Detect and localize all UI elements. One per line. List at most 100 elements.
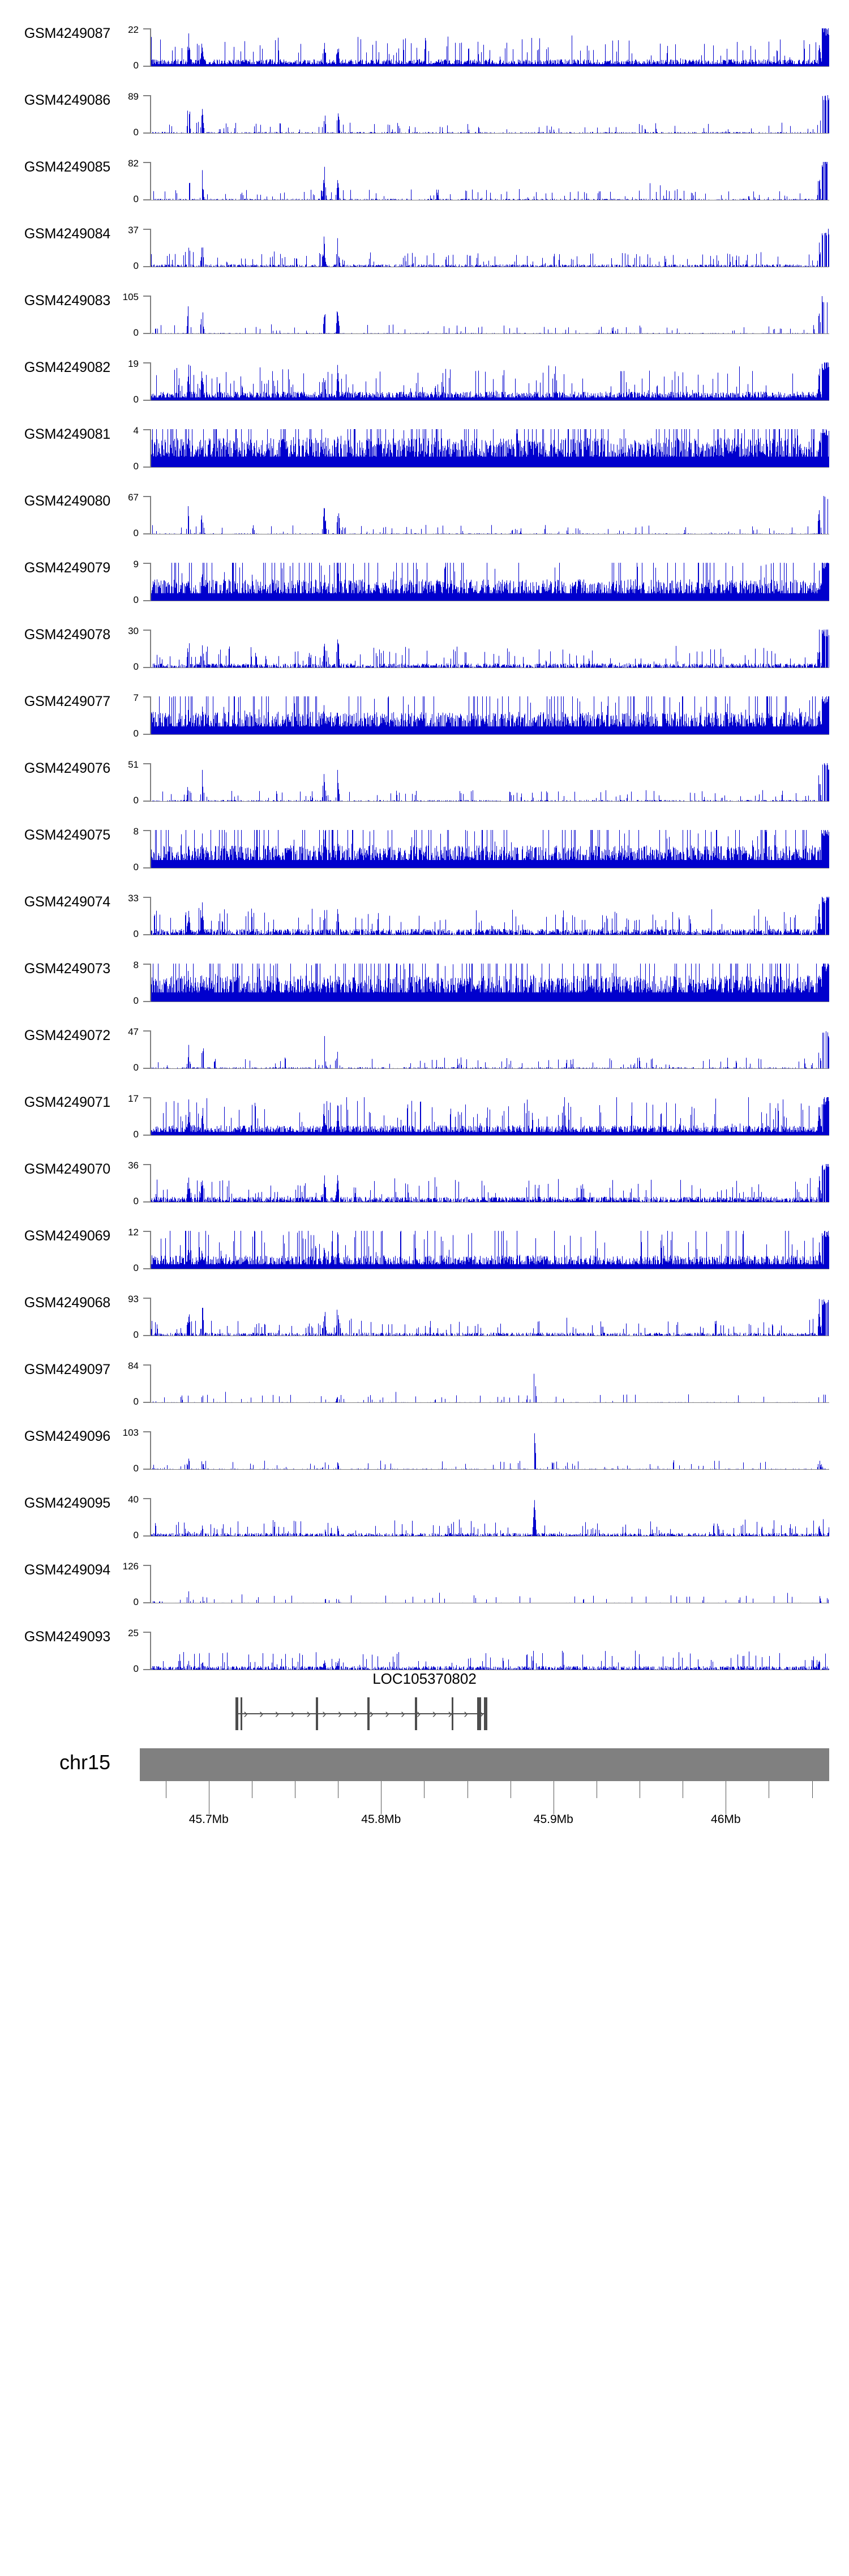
coverage-track: GSM4249087 22 0	[0, 0, 849, 70]
coverage-histogram	[151, 1364, 829, 1403]
plot-baseline	[151, 333, 829, 334]
y-axis-min-label: 0	[133, 127, 139, 138]
coverage-track: GSM4249086 89 0	[0, 67, 849, 138]
track-label-GSM4249073: GSM4249073	[24, 960, 110, 977]
track-y-axis: 36 0	[116, 1136, 151, 1206]
coverage-plot-area[interactable]	[151, 1069, 849, 1136]
coverage-plot-area[interactable]	[151, 1002, 849, 1069]
y-axis-tick-bottom	[143, 600, 151, 601]
coverage-track: GSM4249084 37 0	[0, 200, 849, 271]
coverage-plot-area[interactable]	[151, 67, 849, 134]
gene-exon[interactable]	[240, 1697, 243, 1730]
y-axis-line	[150, 28, 151, 67]
coverage-track: GSM4249085 82 0	[0, 134, 849, 204]
coverage-plot-area[interactable]	[151, 1470, 849, 1537]
coverage-plot-area[interactable]	[151, 735, 849, 802]
plot-baseline	[151, 1469, 829, 1470]
coverage-plot-area[interactable]	[151, 0, 849, 67]
y-axis-max-label: 8	[133, 960, 139, 970]
coverage-histogram	[151, 1030, 829, 1069]
coverage-histogram	[151, 1498, 829, 1537]
y-axis-tick-top	[143, 1231, 151, 1232]
axis-tick-label: 45.7Mb	[188, 1813, 229, 1826]
y-axis-tick-bottom	[143, 734, 151, 735]
y-axis-min-label: 0	[133, 995, 139, 1006]
y-axis-line	[150, 897, 151, 935]
gene-exon[interactable]	[477, 1697, 481, 1730]
y-axis-line	[150, 1097, 151, 1136]
coverage-plot-area[interactable]	[151, 534, 849, 601]
coverage-plot-area[interactable]	[151, 601, 849, 668]
gene-exon[interactable]	[315, 1697, 319, 1730]
plot-baseline	[151, 667, 829, 668]
gene-model[interactable]: › › › › › › › › › › › › › › › ›	[140, 1697, 829, 1730]
track-y-axis: 17 0	[116, 1069, 151, 1139]
gene-exon[interactable]	[367, 1697, 370, 1730]
chromosome-ideogram-bar[interactable]	[140, 1748, 829, 1781]
axis-minor-tick	[812, 1781, 813, 1798]
y-axis-tick-top	[143, 964, 151, 965]
y-axis-tick-bottom	[143, 400, 151, 401]
y-axis-max-label: 4	[133, 425, 139, 436]
coverage-plot-area[interactable]	[151, 1336, 849, 1403]
y-axis-max-label: 40	[128, 1494, 139, 1505]
y-axis-tick-top	[143, 696, 151, 698]
coverage-track: GSM4249072 47 0	[0, 1002, 849, 1072]
y-axis-line	[150, 830, 151, 868]
y-axis-min-label: 0	[133, 1463, 139, 1474]
y-axis-min-label: 0	[133, 194, 139, 204]
track-y-axis: 40 0	[116, 1470, 151, 1540]
gene-strand-arrow: ›	[353, 1706, 358, 1721]
coverage-plot-area[interactable]	[151, 267, 849, 334]
track-label-GSM4249083: GSM4249083	[24, 292, 110, 309]
gene-strand-arrow: ›	[337, 1706, 342, 1721]
gene-exon[interactable]	[483, 1697, 487, 1730]
y-axis-tick-bottom	[143, 1135, 151, 1136]
coverage-plot-area[interactable]	[151, 134, 849, 200]
gene-strand-arrow: ›	[369, 1706, 374, 1721]
coverage-plot-area[interactable]	[151, 401, 849, 468]
y-axis-max-label: 93	[128, 1294, 139, 1304]
coverage-plot-area[interactable]	[151, 668, 849, 735]
gene-exon[interactable]	[414, 1697, 417, 1730]
y-axis-min-label: 0	[133, 928, 139, 939]
y-axis-line	[150, 1231, 151, 1269]
coverage-plot-area[interactable]	[151, 1537, 849, 1603]
y-axis-max-label: 36	[128, 1160, 139, 1171]
y-axis-max-label: 8	[133, 826, 139, 837]
plot-baseline	[151, 66, 829, 67]
gene-strand-arrow: ›	[416, 1706, 421, 1721]
y-axis-max-label: 12	[128, 1227, 139, 1238]
coverage-plot-area[interactable]	[151, 868, 849, 935]
track-y-axis: 47 0	[116, 1002, 151, 1072]
gene-exon[interactable]	[235, 1697, 239, 1730]
coverage-plot-area[interactable]	[151, 1269, 849, 1336]
coverage-plot-area[interactable]	[151, 468, 849, 534]
coverage-plot-area[interactable]	[151, 334, 849, 401]
y-axis-line	[150, 296, 151, 334]
y-axis-tick-top	[143, 1498, 151, 1499]
gene-annotation-track: LOC105370802 › › › › › › › › › › › › › › › ›	[0, 1670, 849, 1738]
y-axis-tick-bottom	[143, 1335, 151, 1336]
coverage-plot-area[interactable]	[151, 935, 849, 1002]
coverage-plot-area[interactable]	[151, 802, 849, 868]
coverage-plot-area[interactable]	[151, 1603, 849, 1670]
coverage-plot-area[interactable]	[151, 1403, 849, 1470]
y-axis-line	[150, 1632, 151, 1670]
y-axis-tick-top	[143, 563, 151, 564]
y-axis-tick-top	[143, 763, 151, 764]
gene-exon[interactable]	[451, 1697, 454, 1730]
coverage-track: GSM4249075 8 0	[0, 802, 849, 872]
coverage-plot-area[interactable]	[151, 1203, 849, 1269]
coverage-plot-area[interactable]	[151, 200, 849, 267]
track-label-GSM4249071: GSM4249071	[24, 1094, 110, 1110]
track-label-GSM4249087: GSM4249087	[24, 25, 110, 41]
y-axis-max-label: 33	[128, 893, 139, 904]
y-axis-max-label: 84	[128, 1360, 139, 1371]
track-y-axis: 89 0	[116, 67, 151, 138]
y-axis-tick-bottom	[143, 1201, 151, 1203]
coverage-plot-area[interactable]	[151, 1136, 849, 1203]
y-axis-max-label: 67	[128, 492, 139, 503]
y-axis-tick-top	[143, 429, 151, 430]
